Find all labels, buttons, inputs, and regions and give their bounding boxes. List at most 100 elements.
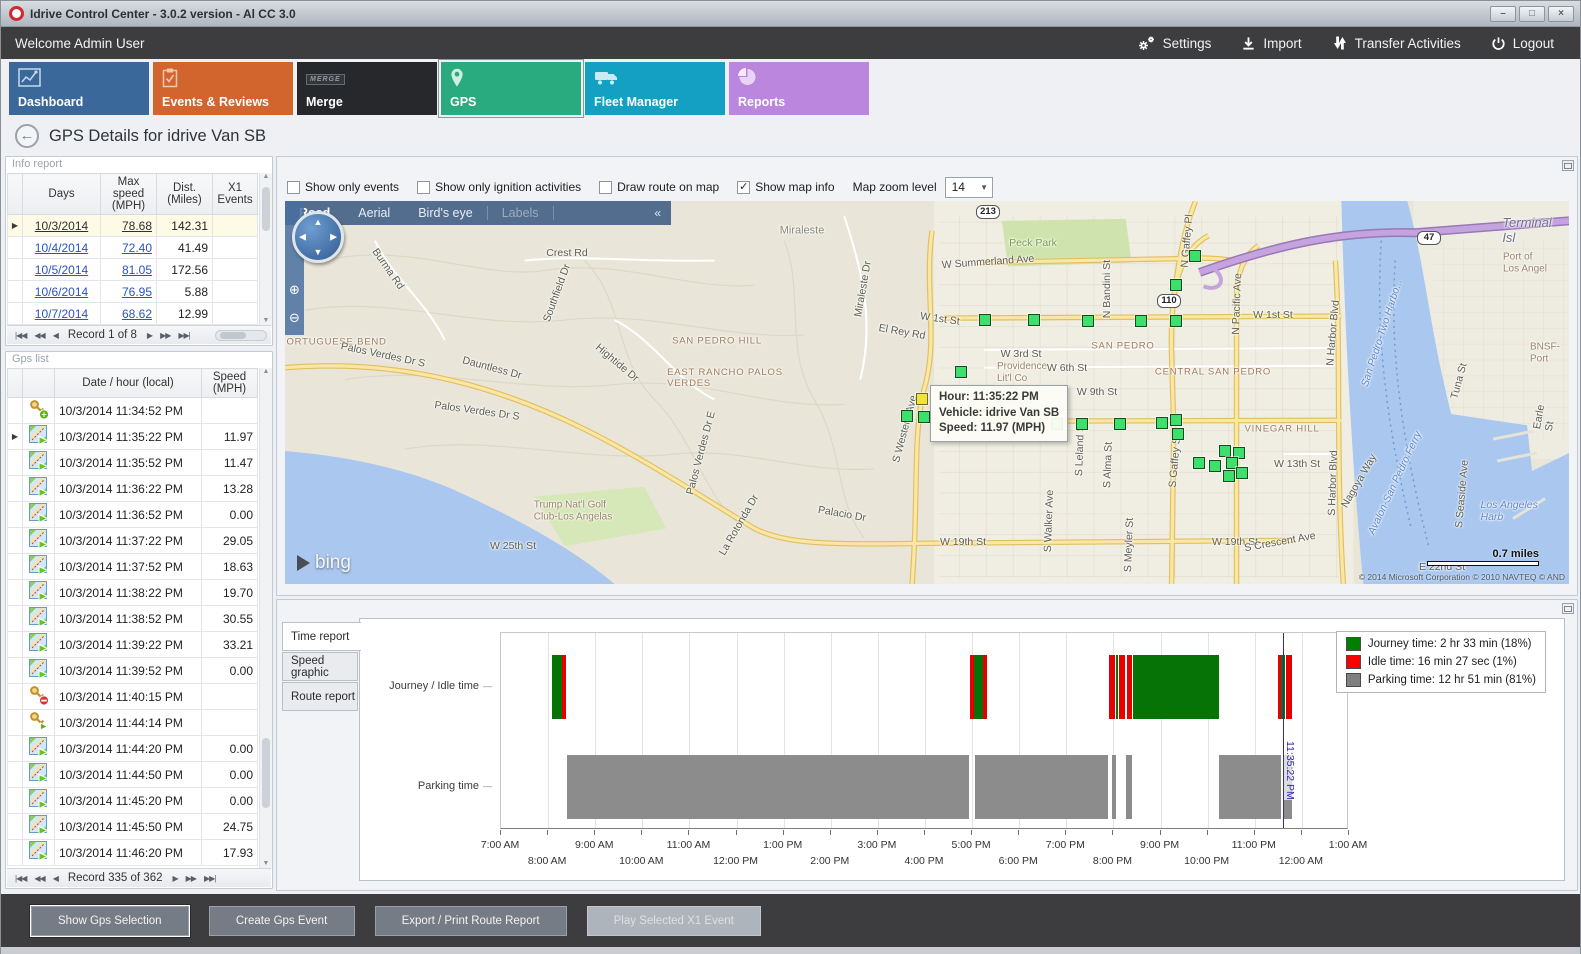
show-gps-selection-button[interactable]: Show Gps Selection: [31, 905, 189, 936]
gps-list-row[interactable]: 10/3/2014 11:35:52 PM 11.47: [7, 449, 258, 476]
tab-speed-graphic[interactable]: Speed graphic: [282, 652, 358, 681]
settings-button[interactable]: Settings: [1124, 31, 1224, 56]
gps-marker[interactable]: [1082, 315, 1094, 327]
max-speed-cell[interactable]: 68.62: [100, 302, 157, 325]
tab-time-report[interactable]: Time report: [282, 622, 361, 651]
map-zoom-select[interactable]: 14 ▼: [944, 176, 993, 198]
create-gps-event-button[interactable]: Create Gps Event: [208, 905, 355, 936]
next-page-icon[interactable]: ▶: [146, 330, 153, 340]
nav-tile-gps[interactable]: GPS: [438, 59, 584, 118]
minimize-button[interactable]: –: [1490, 5, 1516, 22]
info-report-row[interactable]: 10/4/2014 72.40 41.49: [7, 236, 258, 259]
gps-marker[interactable]: [1170, 315, 1182, 327]
gps-list-row[interactable]: 10/3/2014 11:37:22 PM 29.05: [7, 527, 258, 554]
gps-marker[interactable]: [1209, 460, 1221, 472]
info-column-header[interactable]: X1 Events: [212, 173, 258, 215]
first-page-icon[interactable]: |◀◀: [15, 330, 27, 340]
gps-list-row[interactable]: 10/3/2014 11:45:50 PM 24.75: [7, 813, 258, 840]
gps-list-row[interactable]: 10/3/2014 11:39:52 PM 0.00: [7, 657, 258, 684]
max-speed-cell[interactable]: 78.68: [100, 214, 157, 237]
max-speed-cell[interactable]: 72.40: [100, 236, 157, 259]
days-cell[interactable]: 10/7/2014: [22, 302, 101, 325]
map-style-labels[interactable]: Labels: [486, 206, 554, 220]
gps-marker[interactable]: [918, 411, 930, 423]
checkbox-show-only-events[interactable]: Show only events: [287, 180, 399, 194]
next-group-icon[interactable]: ▶▶: [185, 873, 197, 883]
info-column-header[interactable]: Max speed (MPH): [100, 173, 157, 215]
gps-marker[interactable]: [1236, 467, 1248, 479]
last-page-icon[interactable]: ▶▶|: [178, 330, 190, 340]
info-report-row[interactable]: 10/6/2014 76.95 5.88: [7, 280, 258, 303]
nav-tile-events-reviews[interactable]: Events & Reviews: [153, 62, 293, 115]
days-cell[interactable]: 10/5/2014: [22, 258, 101, 281]
info-report-row[interactable]: 10/7/2014 68.62 12.99: [7, 302, 258, 325]
chart-panel-collapse-button[interactable]: [1562, 603, 1574, 614]
gps-list-row[interactable]: 10/3/2014 11:36:52 PM 0.00: [7, 501, 258, 528]
gps-marker[interactable]: [1223, 470, 1235, 482]
prev-group-icon[interactable]: ◀◀: [34, 330, 45, 340]
gps-list-row[interactable]: 10/3/2014 11:44:20 PM 0.00: [7, 735, 258, 762]
gps-marker[interactable]: [1233, 447, 1245, 459]
max-speed-cell[interactable]: 81.05: [100, 258, 157, 281]
gps-marker[interactable]: [1219, 445, 1231, 457]
last-page-icon[interactable]: ▶▶|: [203, 873, 216, 883]
prev-group-icon[interactable]: ◀◀: [34, 873, 45, 883]
gps-list-row[interactable]: 10/3/2014 11:36:22 PM 13.28: [7, 475, 258, 502]
map-zoom-in-button[interactable]: ⊕: [289, 282, 300, 297]
back-button[interactable]: ←: [15, 124, 39, 148]
info-report-vscrollbar[interactable]: ▲ ▼: [259, 173, 272, 325]
gps-list-row[interactable]: ▶ 10/3/2014 11:35:22 PM 11.97: [7, 423, 258, 450]
gps-marker[interactable]: [901, 410, 913, 422]
map-panel-collapse-button[interactable]: [1562, 160, 1574, 171]
selected-gps-marker[interactable]: [916, 393, 928, 405]
info-report-row[interactable]: 10/5/2014 81.05 172.56: [7, 258, 258, 281]
gps-marker[interactable]: [979, 314, 991, 326]
gps-marker[interactable]: [1028, 314, 1040, 326]
gps-marker[interactable]: [1170, 414, 1182, 426]
map-style-aerial[interactable]: Aerial: [358, 206, 391, 220]
gps-list-row[interactable]: 10/3/2014 11:38:22 PM 19.70: [7, 579, 258, 606]
gps-list-vscrollbar[interactable]: ▲ ▼: [259, 368, 272, 868]
nav-tile-fleet-manager[interactable]: Fleet Manager: [585, 62, 725, 115]
gps-marker[interactable]: [1226, 457, 1238, 469]
map-navbar-collapse-icon[interactable]: «: [654, 206, 661, 220]
transfer-activities-button[interactable]: Transfer Activities: [1320, 31, 1473, 55]
gps-list-row[interactable]: 10/3/2014 11:44:14 PM: [7, 709, 258, 736]
nav-tile-dashboard[interactable]: Dashboard: [9, 62, 149, 115]
gps-list-row[interactable]: 10/3/2014 11:39:22 PM 33.21: [7, 631, 258, 658]
next-group-icon[interactable]: ▶▶: [160, 330, 171, 340]
checkbox-show-map-info[interactable]: ✓ Show map info: [737, 180, 835, 194]
info-column-header[interactable]: Days: [22, 173, 101, 215]
gps-marker[interactable]: [1170, 279, 1182, 291]
map-style-bird-s-eye[interactable]: Bird's eye: [418, 206, 473, 220]
gps-list-row[interactable]: 10/3/2014 11:45:20 PM 0.00: [7, 787, 258, 814]
gps-column-header[interactable]: Date / hour (local): [54, 368, 202, 398]
close-button[interactable]: ×: [1548, 5, 1574, 22]
gps-marker[interactable]: [1135, 315, 1147, 327]
nav-tile-merge[interactable]: MERGE Merge: [297, 62, 437, 115]
gps-marker[interactable]: [1076, 418, 1088, 430]
gps-list-row[interactable]: + 10/3/2014 11:34:52 PM: [7, 397, 258, 424]
prev-page-icon[interactable]: ◀: [52, 873, 59, 883]
logout-button[interactable]: Logout: [1479, 32, 1566, 55]
gps-column-header[interactable]: Speed (MPH): [201, 368, 258, 398]
gps-list-row[interactable]: 10/3/2014 11:37:52 PM 18.63: [7, 553, 258, 580]
next-page-icon[interactable]: ▶: [172, 873, 178, 883]
gps-marker[interactable]: [1156, 417, 1168, 429]
checkbox-show-only-ignition-activities[interactable]: Show only ignition activities: [417, 180, 581, 194]
days-cell[interactable]: 10/4/2014: [22, 236, 101, 259]
gps-marker[interactable]: [1114, 418, 1126, 430]
gps-marker[interactable]: [1189, 250, 1201, 262]
first-page-icon[interactable]: |◀◀: [15, 873, 27, 883]
map-zoom-out-button[interactable]: ⊖: [289, 310, 300, 325]
info-column-header[interactable]: Dist. (Miles): [156, 173, 213, 215]
gps-list-row[interactable]: 10/3/2014 11:40:15 PM: [7, 683, 258, 710]
gps-list-row[interactable]: 10/3/2014 11:38:52 PM 30.55: [7, 605, 258, 632]
max-speed-cell[interactable]: 76.95: [100, 280, 157, 303]
nav-tile-reports[interactable]: Reports: [729, 62, 869, 115]
checkbox-draw-route-on-map[interactable]: Draw route on map: [599, 180, 719, 194]
info-report-row[interactable]: ▶ 10/3/2014 78.68 142.31: [7, 214, 258, 237]
gps-marker[interactable]: [1172, 428, 1184, 440]
maximize-button[interactable]: □: [1519, 5, 1545, 22]
